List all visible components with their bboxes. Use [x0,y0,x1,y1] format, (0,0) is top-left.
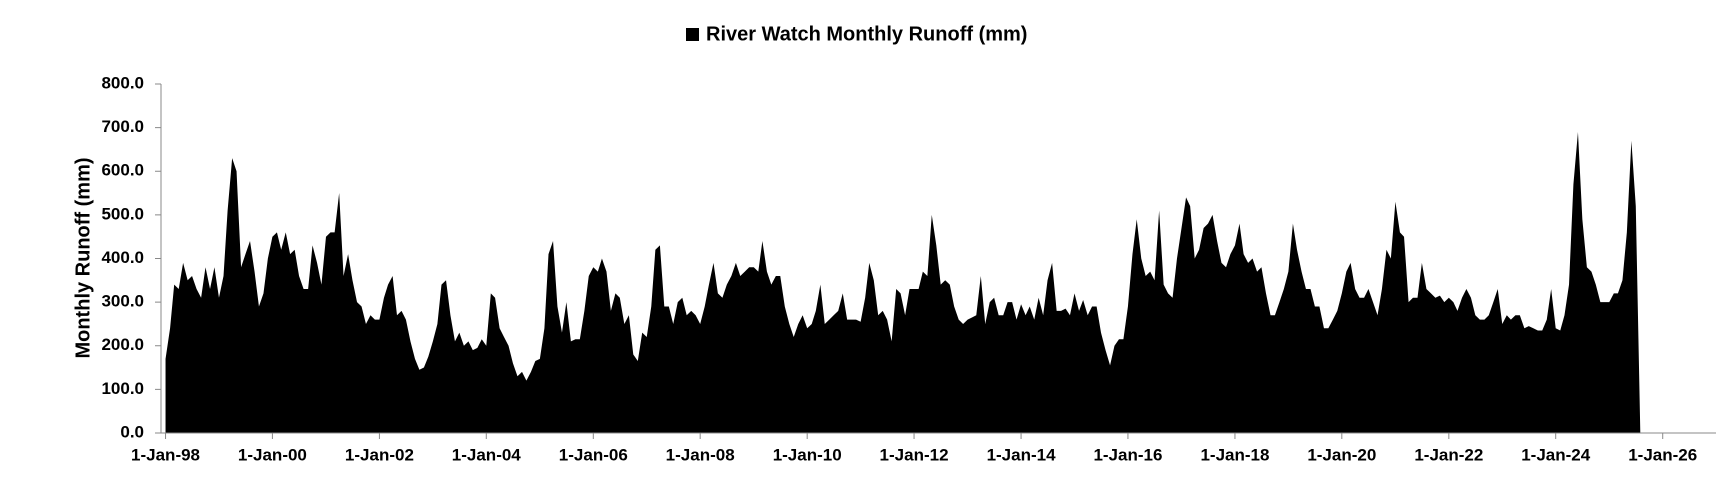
y-tick-label: 700.0 [101,117,144,136]
legend-swatch [686,28,699,41]
y-tick-label: 400.0 [101,248,144,267]
y-tick-label: 800.0 [101,73,144,92]
x-tick-label: 1-Jan-10 [773,445,842,464]
x-tick-label: 1-Jan-14 [987,445,1057,464]
x-tick-label: 1-Jan-26 [1628,445,1697,464]
legend-label: River Watch Monthly Runoff (mm) [706,23,1027,45]
x-tick-label: 1-Jan-06 [559,445,628,464]
x-tick-label: 1-Jan-98 [131,445,200,464]
area [165,131,1641,434]
x-tick-label: 1-Jan-02 [345,445,414,464]
x-tick-label: 1-Jan-18 [1200,445,1269,464]
y-tick-label: 0.0 [120,422,144,441]
y-axis-title: Monthly Runoff (mm) [72,157,94,358]
x-tick-label: 1-Jan-12 [880,445,949,464]
x-tick-label: 1-Jan-24 [1521,445,1591,464]
y-tick-label: 600.0 [101,161,144,180]
y-tick-label: 200.0 [101,335,144,354]
x-tick-label: 1-Jan-16 [1093,445,1162,464]
y-tick-label: 300.0 [101,292,144,311]
x-tick-label: 1-Jan-20 [1307,445,1376,464]
x-tick-label: 1-Jan-08 [666,445,735,464]
y-tick-label: 100.0 [101,379,144,398]
y-tick-label: 500.0 [101,204,144,223]
x-tick-label: 1-Jan-00 [238,445,307,464]
x-tick-label: 1-Jan-04 [452,445,522,464]
x-tick-label: 1-Jan-22 [1414,445,1483,464]
